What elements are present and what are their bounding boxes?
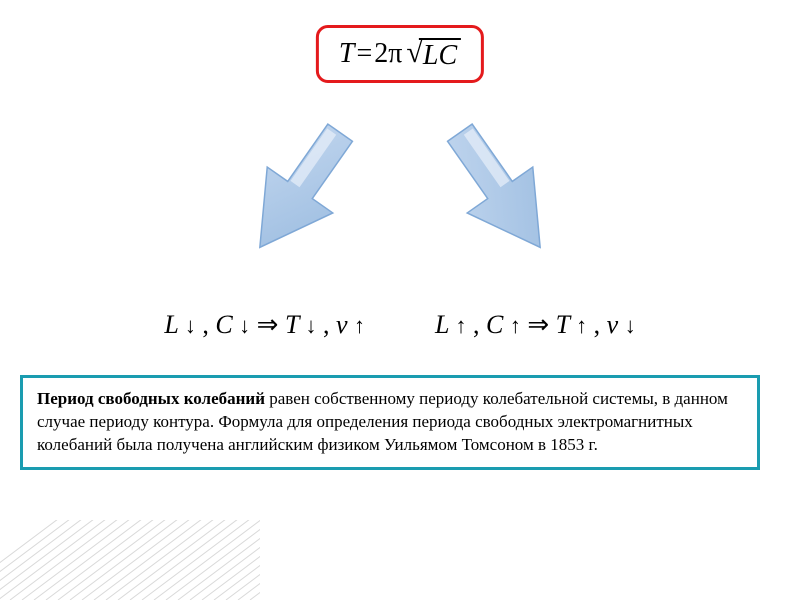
arrow-left-icon bbox=[230, 105, 370, 275]
rel-left-implies: ⇒ bbox=[257, 310, 285, 339]
relation-right: L ↑ , C ↑ ⇒ T ↑ , v ↓ bbox=[435, 310, 636, 340]
rel-right-implies: ⇒ bbox=[527, 310, 555, 339]
rel-left-T: T bbox=[285, 310, 299, 339]
formula-coefficient: 2π bbox=[374, 38, 402, 70]
thomson-formula: T = 2π √ LC bbox=[339, 36, 461, 72]
rel-right-L-dir: ↑ bbox=[456, 313, 467, 338]
rel-left-C-dir: ↓ bbox=[239, 313, 250, 338]
rel-right-T-dir: ↑ bbox=[576, 313, 587, 338]
rel-right-C-dir: ↑ bbox=[510, 313, 521, 338]
rel-left-sep1: , bbox=[202, 310, 215, 339]
rel-right-v-dir: ↓ bbox=[625, 313, 636, 338]
sqrt-content: LC bbox=[419, 38, 461, 72]
description-lead: Период свободных колебаний bbox=[37, 389, 265, 408]
rel-right-C: C bbox=[486, 310, 503, 339]
thomson-formula-box: T = 2π √ LC bbox=[316, 25, 484, 83]
corner-hatching bbox=[0, 520, 260, 600]
rel-left-T-dir: ↓ bbox=[305, 313, 316, 338]
rel-right-sep2: , bbox=[594, 310, 607, 339]
rel-left-sep2: , bbox=[323, 310, 336, 339]
formula-lhs: T bbox=[339, 38, 355, 70]
arrow-right-icon bbox=[430, 105, 570, 275]
rel-left-v-dir: ↑ bbox=[354, 313, 365, 338]
rel-left-C: C bbox=[215, 310, 232, 339]
formula-sqrt: √ LC bbox=[406, 36, 461, 72]
rel-right-T: T bbox=[556, 310, 570, 339]
rel-right-L: L bbox=[435, 310, 449, 339]
description-box: Период свободных колебаний равен собстве… bbox=[20, 375, 760, 470]
rel-left-v: v bbox=[336, 310, 348, 339]
rel-right-v: v bbox=[607, 310, 619, 339]
arrows-container bbox=[200, 105, 600, 285]
relations-row: L ↓ , C ↓ ⇒ T ↓ , v ↑ L ↑ , C ↑ ⇒ T ↑ , … bbox=[0, 310, 800, 340]
relation-left: L ↓ , C ↓ ⇒ T ↓ , v ↑ bbox=[164, 310, 365, 340]
formula-equals: = bbox=[356, 38, 372, 70]
rel-left-L: L bbox=[164, 310, 178, 339]
rel-right-sep1: , bbox=[473, 310, 486, 339]
rel-left-L-dir: ↓ bbox=[185, 313, 196, 338]
